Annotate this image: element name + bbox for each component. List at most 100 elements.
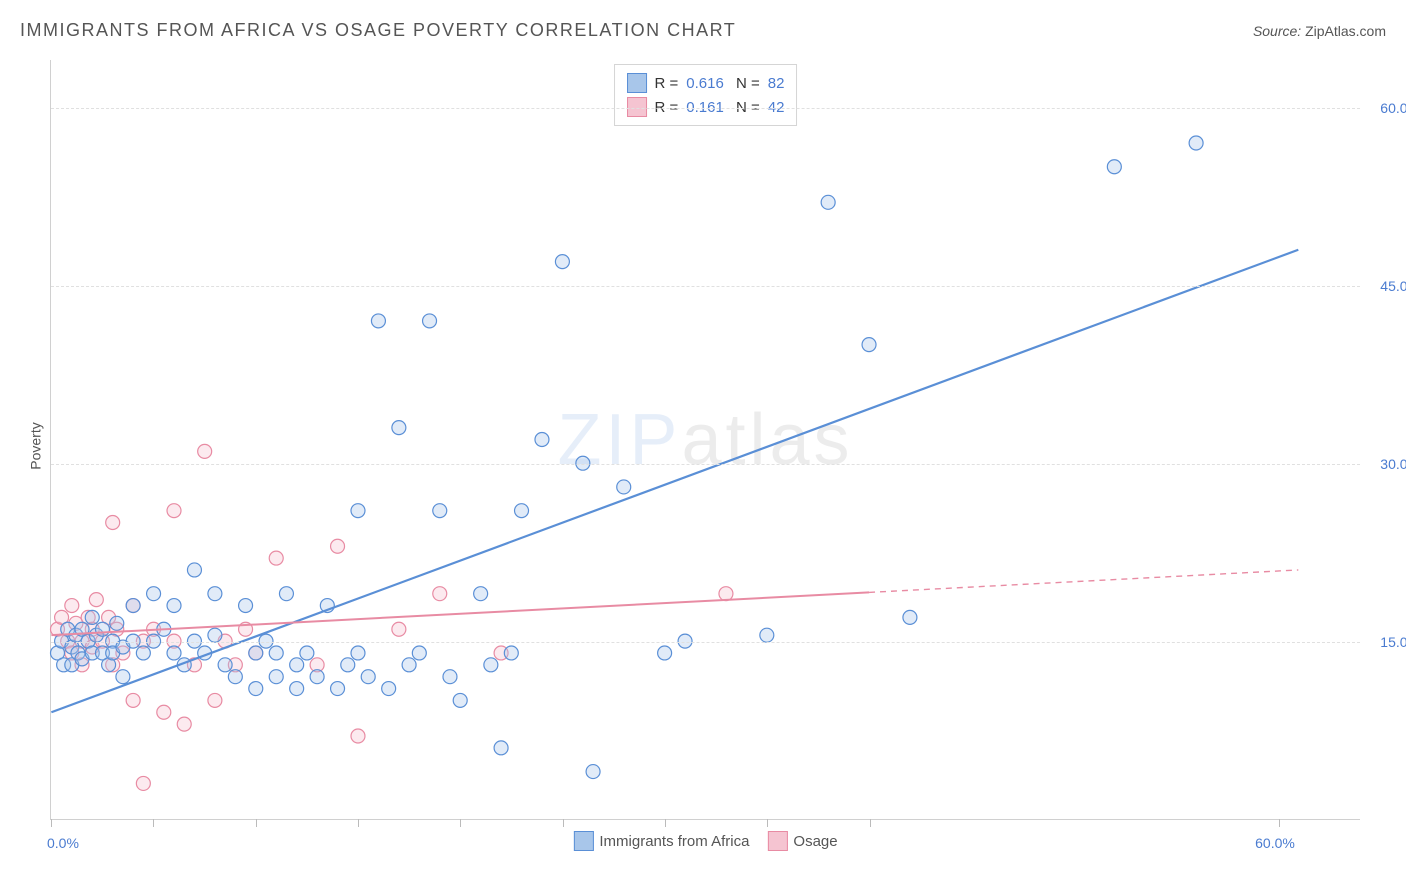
r-value-0: 0.616 <box>686 75 724 92</box>
x-tick <box>51 819 52 827</box>
scatter-point <box>351 646 365 660</box>
scatter-point <box>208 628 222 642</box>
scatter-point <box>269 551 283 565</box>
scatter-point <box>331 682 345 696</box>
scatter-point <box>177 717 191 731</box>
chart-title: IMMIGRANTS FROM AFRICA VS OSAGE POVERTY … <box>20 20 736 41</box>
scatter-point <box>555 255 569 269</box>
header: IMMIGRANTS FROM AFRICA VS OSAGE POVERTY … <box>20 20 1386 41</box>
scatter-point <box>249 682 263 696</box>
scatter-point <box>110 616 124 630</box>
x-tick <box>1279 819 1280 827</box>
scatter-point <box>167 646 181 660</box>
scatter-point <box>167 504 181 518</box>
scatter-point <box>412 646 426 660</box>
scatter-point <box>504 646 518 660</box>
scatter-point <box>187 563 201 577</box>
scatter-point <box>392 622 406 636</box>
scatter-point <box>586 765 600 779</box>
scatter-point <box>341 658 355 672</box>
scatter-point <box>351 504 365 518</box>
scatter-point <box>198 444 212 458</box>
scatter-point <box>617 480 631 494</box>
scatter-point <box>484 658 498 672</box>
scatter-point <box>65 599 79 613</box>
scatter-point <box>116 670 130 684</box>
scatter-point <box>269 646 283 660</box>
y-tick-label: 60.0% <box>1380 100 1406 116</box>
y-axis-label: Poverty <box>28 422 44 469</box>
legend-label-0: Immigrants from Africa <box>599 833 749 850</box>
trend-line-extrapolated <box>869 570 1298 592</box>
scatter-point <box>85 610 99 624</box>
legend-bottom: Immigrants from Africa Osage <box>573 831 837 851</box>
x-tick <box>256 819 257 827</box>
x-tick <box>153 819 154 827</box>
legend-item-1: Osage <box>767 831 837 851</box>
source: Source: ZipAtlas.com <box>1253 23 1386 39</box>
scatter-point <box>208 587 222 601</box>
scatter-point <box>1189 136 1203 150</box>
x-tick <box>870 819 871 827</box>
n-value-0: 82 <box>768 75 785 92</box>
scatter-point <box>126 599 140 613</box>
scatter-point <box>290 658 304 672</box>
legend-stats-row-0: R = 0.616 N = 82 <box>627 71 785 95</box>
scatter-point <box>147 587 161 601</box>
y-tick-label: 15.0% <box>1380 634 1406 650</box>
x-tick <box>460 819 461 827</box>
scatter-point <box>423 314 437 328</box>
scatter-point <box>760 628 774 642</box>
scatter-point <box>433 504 447 518</box>
scatter-point <box>106 516 120 530</box>
scatter-point <box>453 693 467 707</box>
y-tick-label: 45.0% <box>1380 278 1406 294</box>
source-label: Source: <box>1253 23 1301 39</box>
gridline <box>51 286 1360 287</box>
scatter-point <box>821 195 835 209</box>
swatch-series-0 <box>627 73 647 93</box>
scatter-point <box>95 622 109 636</box>
scatter-point <box>903 610 917 624</box>
legend-swatch-1 <box>767 831 787 851</box>
gridline <box>51 108 1360 109</box>
scatter-point <box>228 670 242 684</box>
scatter-point <box>361 670 375 684</box>
x-tick-label: 0.0% <box>47 835 79 851</box>
source-value: ZipAtlas.com <box>1305 23 1386 39</box>
scatter-point <box>862 338 876 352</box>
scatter-point <box>658 646 672 660</box>
legend-stats: R = 0.616 N = 82 R = 0.161 N = 42 <box>614 64 798 126</box>
chart-area: ZIPatlas R = 0.616 N = 82 R = 0.161 N = … <box>50 60 1360 820</box>
scatter-point <box>719 587 733 601</box>
scatter-point <box>443 670 457 684</box>
scatter-point <box>310 670 324 684</box>
scatter-point <box>157 705 171 719</box>
scatter-point <box>279 587 293 601</box>
scatter-point <box>392 421 406 435</box>
x-tick <box>563 819 564 827</box>
scatter-point <box>371 314 385 328</box>
plot-svg <box>51 60 1360 819</box>
scatter-point <box>167 599 181 613</box>
scatter-point <box>249 646 263 660</box>
scatter-point <box>1107 160 1121 174</box>
scatter-point <box>402 658 416 672</box>
x-tick <box>358 819 359 827</box>
scatter-point <box>208 693 222 707</box>
y-tick-label: 30.0% <box>1380 456 1406 472</box>
scatter-point <box>89 593 103 607</box>
trend-line <box>51 250 1298 713</box>
x-tick <box>767 819 768 827</box>
legend-label-1: Osage <box>793 833 837 850</box>
scatter-point <box>269 670 283 684</box>
scatter-point <box>136 646 150 660</box>
scatter-point <box>433 587 447 601</box>
scatter-point <box>239 599 253 613</box>
scatter-point <box>331 539 345 553</box>
scatter-point <box>535 433 549 447</box>
scatter-point <box>290 682 304 696</box>
legend-swatch-0 <box>573 831 593 851</box>
scatter-point <box>218 658 232 672</box>
gridline <box>51 642 1360 643</box>
